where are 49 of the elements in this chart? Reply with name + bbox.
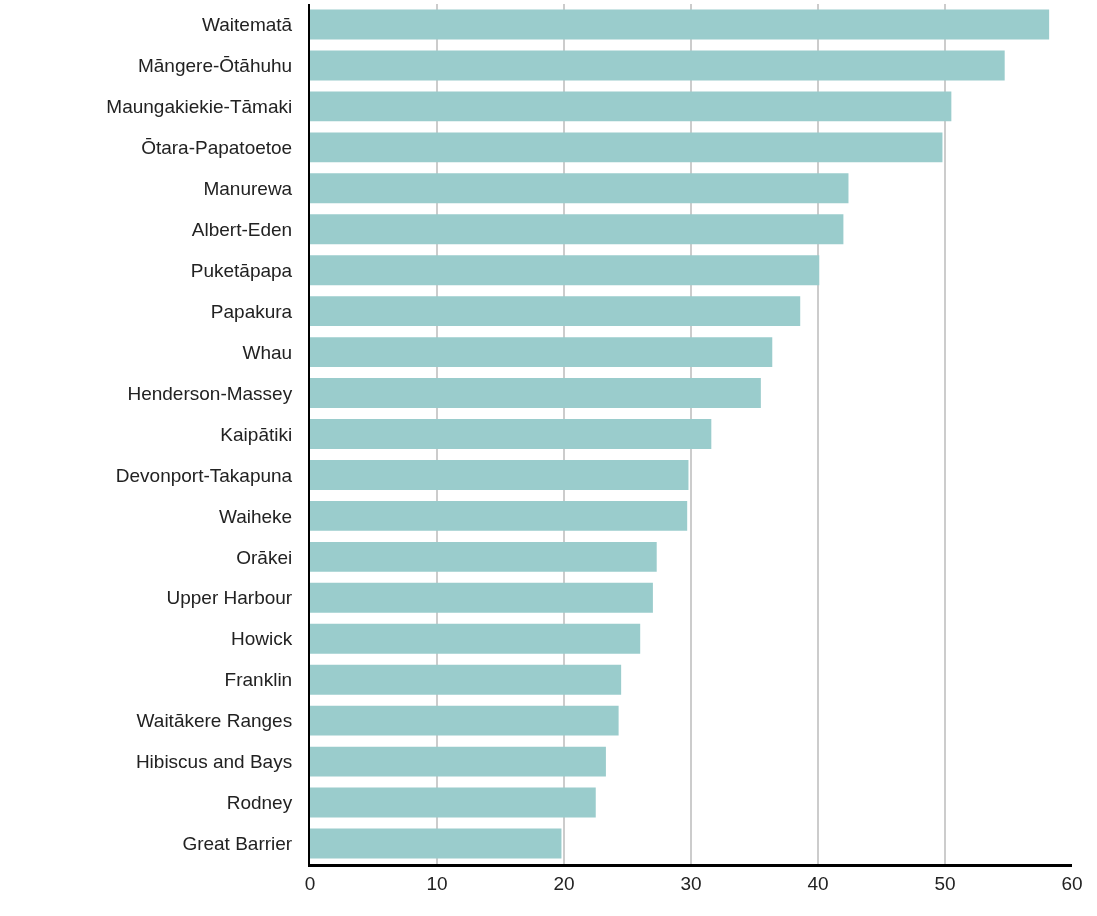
bar [310,419,712,449]
bar [310,337,773,368]
y-tick-label: Great Barrier [182,833,293,855]
bar [310,787,596,818]
y-tick-label: Papakura [210,300,293,322]
x-tick-label: 20 [553,872,575,894]
y-tick-label: Waitākere Ranges [136,710,293,732]
y-tick-label: Devonport-Takapuna [115,464,293,486]
x-tick-label: 50 [934,872,956,894]
bar [310,705,619,736]
bar [310,500,688,531]
bar [310,173,849,204]
y-tick-label: Orākei [236,546,293,568]
bar [310,214,844,245]
y-tick-label: Hibiscus and Bays [135,751,293,773]
bar [310,664,622,695]
y-tick-label: Rodney [226,792,293,814]
y-tick-label: Waitematā [202,14,293,36]
y-tick-label: Whau [242,341,293,363]
bar [310,255,820,286]
bar [310,582,653,613]
y-tick-label: Albert-Eden [191,218,293,240]
bar [310,460,689,490]
y-tick-label: Howick [230,628,293,650]
y-tick-label: Franklin [224,669,293,691]
x-tick-label: 0 [304,872,316,894]
bar [310,296,801,327]
x-tick-label: 60 [1061,872,1083,894]
bar [310,623,641,654]
bar [310,9,1050,40]
y-tick-label: Manurewa [203,177,293,199]
bar [310,378,761,408]
bar [310,541,657,572]
bar [310,91,952,122]
y-tick-label: Waiheke [218,505,293,527]
y-tick-label: Kaipātiki [220,423,293,445]
bar [310,746,606,777]
y-tick-label: Māngere-Ōtāhuhu [137,55,293,77]
bar [310,132,943,163]
bar [310,828,562,859]
y-tick-label: Maungakiekie-Tāmaki [106,96,293,118]
y-tick-label: Upper Harbour [166,587,293,609]
x-tick-label: 10 [426,872,448,894]
x-tick-label: 40 [807,872,829,894]
y-tick-label: Puketāpapa [190,259,293,281]
x-tick-label: 30 [680,872,702,894]
bar [310,50,1005,81]
y-tick-label: Henderson-Massey [127,382,293,404]
y-tick-label: Ōtara-Papatoetoe [141,136,293,158]
